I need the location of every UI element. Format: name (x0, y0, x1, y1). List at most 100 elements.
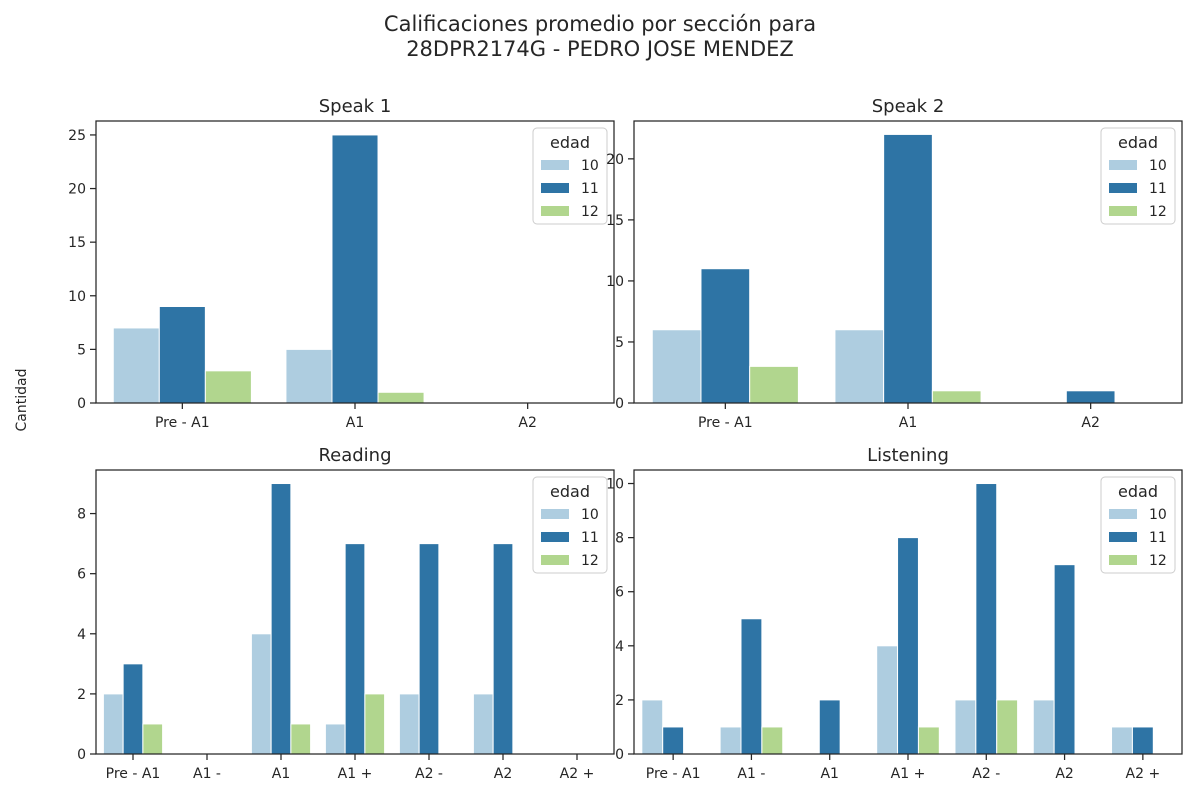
y-tick-label: 10 (606, 274, 624, 290)
x-tick-label-a2: A2 - (415, 766, 443, 782)
legend-swatch-11 (1109, 183, 1137, 193)
y-tick-label: 0 (615, 396, 624, 412)
subplot-reading: Reading 0 2 4 6 8 Pre - A1 A1 - A1 A1 + A2 - A2 A2 +… (77, 445, 615, 782)
bar-a1-edad-11 (740, 618, 763, 755)
subplot-speak-1: Speak 1 0 5 10 15 20 25 Pre - A1 A1 A2 edad 10 11 12 (68, 96, 615, 431)
bar-a1-edad-11 (344, 543, 366, 755)
legend-label-12: 12 (1149, 553, 1167, 569)
bar-a1-edad-11 (331, 134, 379, 404)
x-tick-label-pre-a1: Pre - A1 (698, 415, 753, 431)
bar-a1-edad-12 (377, 391, 425, 404)
y-tick-label: 0 (77, 396, 86, 412)
legend-swatch-12 (1109, 555, 1137, 565)
x-tick-label-a1: A1 + (338, 766, 373, 782)
bar-a2-edad-10 (954, 699, 977, 755)
legend-swatch-10 (1109, 160, 1137, 170)
legend-swatch-10 (1109, 509, 1137, 519)
subplot-title: Speak 1 (319, 96, 392, 117)
subplot-listening: Listening 0 2 4 6 8 10 Pre - A1 A1 - A1 A1 + A2 - A2… (606, 445, 1183, 782)
legend-box (532, 476, 608, 574)
y-tick-label: 20 (606, 152, 624, 168)
bar-a2-edad-10 (472, 693, 494, 755)
figure-title: Calificaciones promedio por sección para… (0, 12, 1200, 62)
legend-swatch-10 (541, 509, 569, 519)
x-tick-label-pre-a1: Pre - A1 (106, 766, 161, 782)
y-tick-label: 15 (606, 213, 624, 229)
legend-label-11: 11 (581, 181, 599, 197)
x-tick-label-a2: A2 (1055, 766, 1073, 782)
legend-label-11: 11 (581, 530, 599, 546)
y-tick-label: 4 (77, 627, 86, 643)
legend-label-12: 12 (581, 204, 599, 220)
subplot-speak-2: Speak 2 0 5 10 15 20 Pre - A1 A1 A2 edad 10 11 12 (606, 96, 1183, 431)
legend-swatch-12 (1109, 206, 1137, 216)
y-tick-label: 10 (606, 477, 624, 493)
legend-title: edad (1118, 482, 1158, 501)
legend-label-12: 12 (1149, 204, 1167, 220)
bar-a2-edad-11 (1131, 726, 1154, 755)
y-tick-label: 20 (68, 182, 86, 198)
legend-title: edad (1118, 133, 1158, 152)
bar-pre-a1-edad-11 (662, 726, 685, 755)
legend-box (532, 127, 608, 225)
y-tick-label: 10 (68, 289, 86, 305)
legend-title: edad (550, 133, 590, 152)
y-tick-label: 15 (68, 235, 86, 251)
legend-swatch-11 (1109, 532, 1137, 542)
y-tick-label: 5 (615, 335, 624, 351)
y-tick-label: 0 (615, 747, 624, 763)
y-tick-label: 6 (77, 567, 86, 583)
legend-title: edad (550, 482, 590, 501)
legend-label-12: 12 (581, 553, 599, 569)
bar-a1-edad-11 (818, 699, 841, 755)
bar-a1-edad-10 (876, 645, 899, 755)
legend: edad 10 11 12 (1100, 127, 1176, 225)
y-tick-label: 5 (77, 342, 86, 358)
bar-a1-edad-10 (719, 726, 742, 755)
bar-a1-edad-11 (883, 133, 933, 404)
y-tick-label: 8 (77, 507, 86, 523)
bar-a1-edad-12 (931, 390, 982, 404)
legend: edad 10 11 12 (532, 127, 608, 225)
y-tick-label: 8 (615, 531, 624, 547)
bar-pre-a1-edad-10 (102, 693, 124, 755)
legend-swatch-12 (541, 206, 569, 216)
legend-label-10: 10 (1149, 158, 1167, 174)
legend-label-11: 11 (1149, 530, 1167, 546)
bar-a2-edad-10 (398, 693, 420, 755)
bar-a1-edad-10 (834, 329, 885, 404)
bar-pre-a1-edad-11 (158, 305, 206, 404)
bar-pre-a1-edad-11 (122, 663, 144, 755)
bar-a2-edad-12 (996, 699, 1019, 755)
subplot-title: Speak 2 (872, 96, 945, 117)
x-tick-label-a1: A1 + (891, 766, 926, 782)
bar-pre-a1-edad-11 (700, 268, 751, 404)
x-tick-label-a1: A1 (899, 415, 917, 431)
figure-title-line-1: Calificaciones promedio por sección para (383, 12, 817, 36)
bar-a2-edad-11 (975, 483, 998, 755)
x-tick-label-a1: A1 - (193, 766, 221, 782)
bar-a2-edad-10 (1111, 726, 1133, 755)
bar-a1-edad-10 (285, 348, 333, 404)
y-tick-label: 25 (68, 128, 86, 144)
bar-a1-edad-12 (364, 693, 386, 755)
bar-a2-edad-11 (418, 543, 440, 755)
x-tick-label-a2: A2 - (972, 766, 1000, 782)
legend-label-11: 11 (1149, 181, 1167, 197)
x-tick-label-pre-a1: Pre - A1 (646, 766, 701, 782)
y-tick-label: 2 (615, 693, 624, 709)
subplot-title: Listening (867, 445, 949, 466)
legend: edad 10 11 12 (532, 476, 608, 574)
bar-a1-edad-10 (250, 633, 272, 755)
x-tick-label-a2: A2 (494, 766, 512, 782)
x-tick-label-a2: A2 (518, 415, 536, 431)
bar-a1-edad-12 (290, 723, 312, 755)
legend-label-10: 10 (581, 507, 599, 523)
x-tick-label-a2: A2 + (1126, 766, 1161, 782)
legend-label-10: 10 (1149, 507, 1167, 523)
x-tick-label-a1: A1 (346, 415, 364, 431)
x-tick-label-a1: A1 - (737, 766, 765, 782)
x-tick-label-a1: A1 (272, 766, 290, 782)
